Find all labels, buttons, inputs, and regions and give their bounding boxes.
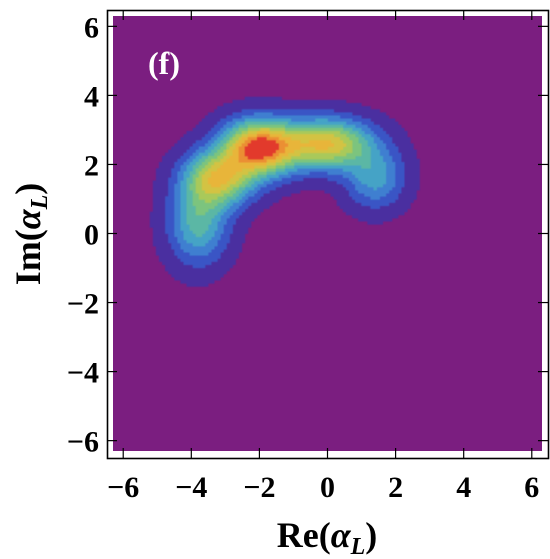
y-axis-label: Im(αL)	[8, 183, 53, 286]
x-axis-label: Re(αL)	[277, 515, 378, 559]
x-tick-label: 0	[320, 471, 335, 504]
panel-label: (f)	[148, 45, 180, 81]
contour-level-11	[244, 137, 279, 160]
y-tick-label: 2	[84, 149, 99, 182]
y-tick-label: 4	[84, 80, 99, 113]
y-ticks: −6 −4 −2 0 2 4 6	[67, 11, 548, 459]
x-tick-label: −2	[243, 471, 275, 504]
y-tick-label: 0	[84, 219, 99, 252]
x-tick-label: −6	[107, 471, 139, 504]
x-tick-label: 4	[456, 471, 471, 504]
x-tick-label: −4	[175, 471, 207, 504]
y-tick-label: −6	[67, 426, 99, 459]
y-tick-label: −4	[67, 357, 99, 390]
y-tick-label: −2	[67, 288, 99, 321]
contour-layer	[149, 96, 420, 287]
x-tick-label: 6	[524, 471, 539, 504]
y-tick-label: 6	[84, 11, 99, 44]
x-ticks: −6 −4 −2 0 2 4 6	[107, 10, 539, 504]
x-tick-label: 2	[388, 471, 403, 504]
